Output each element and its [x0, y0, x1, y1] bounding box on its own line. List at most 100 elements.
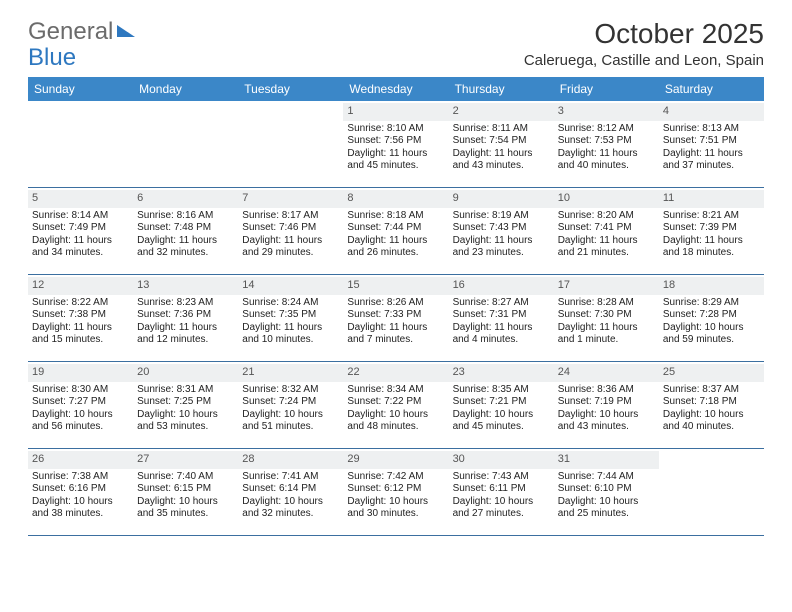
sunset-text: Sunset: 6:14 PM	[242, 483, 339, 496]
logo-triangle-icon	[117, 25, 135, 37]
day-number: 24	[554, 364, 659, 382]
daylight-text: Daylight: 11 hours and 10 minutes.	[242, 322, 339, 347]
day-number: 31	[554, 451, 659, 469]
day-number	[238, 103, 343, 107]
daylight-text: Daylight: 11 hours and 26 minutes.	[347, 235, 444, 260]
sunrise-text: Sunrise: 8:27 AM	[453, 297, 550, 310]
day-number: 9	[449, 190, 554, 208]
day-cell: 18Sunrise: 8:29 AMSunset: 7:28 PMDayligh…	[659, 275, 764, 361]
daylight-text: Daylight: 11 hours and 37 minutes.	[663, 148, 760, 173]
day-number: 20	[133, 364, 238, 382]
sunrise-text: Sunrise: 8:36 AM	[558, 384, 655, 397]
sunrise-text: Sunrise: 8:10 AM	[347, 123, 444, 136]
day-cell	[28, 101, 133, 187]
day-number: 21	[238, 364, 343, 382]
daylight-text: Daylight: 10 hours and 53 minutes.	[137, 409, 234, 434]
day-number: 30	[449, 451, 554, 469]
sunset-text: Sunset: 6:11 PM	[453, 483, 550, 496]
sunrise-text: Sunrise: 8:34 AM	[347, 384, 444, 397]
day-number: 7	[238, 190, 343, 208]
day-cell: 19Sunrise: 8:30 AMSunset: 7:27 PMDayligh…	[28, 362, 133, 448]
day-cell	[238, 101, 343, 187]
daylight-text: Daylight: 11 hours and 32 minutes.	[137, 235, 234, 260]
day-number: 28	[238, 451, 343, 469]
sunrise-text: Sunrise: 7:40 AM	[137, 471, 234, 484]
sunset-text: Sunset: 7:31 PM	[453, 309, 550, 322]
day-cell: 29Sunrise: 7:42 AMSunset: 6:12 PMDayligh…	[343, 449, 448, 535]
sunset-text: Sunset: 7:36 PM	[137, 309, 234, 322]
sunset-text: Sunset: 6:15 PM	[137, 483, 234, 496]
sunrise-text: Sunrise: 8:28 AM	[558, 297, 655, 310]
sunrise-text: Sunrise: 8:20 AM	[558, 210, 655, 223]
sunset-text: Sunset: 7:25 PM	[137, 396, 234, 409]
day-number: 22	[343, 364, 448, 382]
day-number	[133, 103, 238, 107]
week-row: 12Sunrise: 8:22 AMSunset: 7:38 PMDayligh…	[28, 275, 764, 362]
day-number: 4	[659, 103, 764, 121]
daylight-text: Daylight: 11 hours and 4 minutes.	[453, 322, 550, 347]
daylight-text: Daylight: 11 hours and 23 minutes.	[453, 235, 550, 260]
location: Caleruega, Castille and Leon, Spain	[524, 52, 764, 69]
day-cell: 21Sunrise: 8:32 AMSunset: 7:24 PMDayligh…	[238, 362, 343, 448]
day-cell	[659, 449, 764, 535]
daylight-text: Daylight: 11 hours and 40 minutes.	[558, 148, 655, 173]
daylight-text: Daylight: 10 hours and 38 minutes.	[32, 496, 129, 521]
sunrise-text: Sunrise: 8:29 AM	[663, 297, 760, 310]
day-cell: 12Sunrise: 8:22 AMSunset: 7:38 PMDayligh…	[28, 275, 133, 361]
day-cell: 10Sunrise: 8:20 AMSunset: 7:41 PMDayligh…	[554, 188, 659, 274]
day-cell: 4 Sunrise: 8:13 AMSunset: 7:51 PMDaylight…	[659, 101, 764, 187]
daylight-text: Daylight: 11 hours and 21 minutes.	[558, 235, 655, 260]
day-cell: 24Sunrise: 8:36 AMSunset: 7:19 PMDayligh…	[554, 362, 659, 448]
day-number: 23	[449, 364, 554, 382]
day-cell: 31Sunrise: 7:44 AMSunset: 6:10 PMDayligh…	[554, 449, 659, 535]
sunrise-text: Sunrise: 8:19 AM	[453, 210, 550, 223]
dow-monday: Monday	[133, 77, 238, 101]
daylight-text: Daylight: 11 hours and 1 minute.	[558, 322, 655, 347]
daylight-text: Daylight: 11 hours and 15 minutes.	[32, 322, 129, 347]
daylight-text: Daylight: 11 hours and 29 minutes.	[242, 235, 339, 260]
sunset-text: Sunset: 7:53 PM	[558, 135, 655, 148]
daylight-text: Daylight: 11 hours and 45 minutes.	[347, 148, 444, 173]
day-number: 8	[343, 190, 448, 208]
day-cell: 23Sunrise: 8:35 AMSunset: 7:21 PMDayligh…	[449, 362, 554, 448]
dow-saturday: Saturday	[659, 77, 764, 101]
sunset-text: Sunset: 7:54 PM	[453, 135, 550, 148]
day-cell: 7Sunrise: 8:17 AMSunset: 7:46 PMDaylight…	[238, 188, 343, 274]
day-number: 29	[343, 451, 448, 469]
logo-text-gray: General	[28, 18, 113, 46]
day-number: 12	[28, 277, 133, 295]
sunset-text: Sunset: 7:39 PM	[663, 222, 760, 235]
week-row: 5Sunrise: 8:14 AMSunset: 7:49 PMDaylight…	[28, 188, 764, 275]
sunrise-text: Sunrise: 7:44 AM	[558, 471, 655, 484]
sunrise-text: Sunrise: 8:12 AM	[558, 123, 655, 136]
day-number: 17	[554, 277, 659, 295]
logo-blue-row: Blue	[28, 44, 76, 72]
day-number: 6	[133, 190, 238, 208]
day-number: 14	[238, 277, 343, 295]
day-cell: 25Sunrise: 8:37 AMSunset: 7:18 PMDayligh…	[659, 362, 764, 448]
sunset-text: Sunset: 7:49 PM	[32, 222, 129, 235]
sunrise-text: Sunrise: 8:13 AM	[663, 123, 760, 136]
day-cell: 8Sunrise: 8:18 AMSunset: 7:44 PMDaylight…	[343, 188, 448, 274]
day-number: 11	[659, 190, 764, 208]
day-cell: 3 Sunrise: 8:12 AMSunset: 7:53 PMDaylight…	[554, 101, 659, 187]
day-number: 2	[449, 103, 554, 121]
day-cell: 5Sunrise: 8:14 AMSunset: 7:49 PMDaylight…	[28, 188, 133, 274]
sunset-text: Sunset: 7:51 PM	[663, 135, 760, 148]
dow-thursday: Thursday	[449, 77, 554, 101]
day-number: 3	[554, 103, 659, 121]
daylight-text: Daylight: 10 hours and 25 minutes.	[558, 496, 655, 521]
daylight-text: Daylight: 11 hours and 7 minutes.	[347, 322, 444, 347]
daylight-text: Daylight: 10 hours and 51 minutes.	[242, 409, 339, 434]
daylight-text: Daylight: 10 hours and 40 minutes.	[663, 409, 760, 434]
daylight-text: Daylight: 10 hours and 56 minutes.	[32, 409, 129, 434]
day-cell: 9Sunrise: 8:19 AMSunset: 7:43 PMDaylight…	[449, 188, 554, 274]
daylight-text: Daylight: 10 hours and 32 minutes.	[242, 496, 339, 521]
sunset-text: Sunset: 7:46 PM	[242, 222, 339, 235]
day-cell: 2Sunrise: 8:11 AMSunset: 7:54 PMDaylight…	[449, 101, 554, 187]
sunset-text: Sunset: 7:22 PM	[347, 396, 444, 409]
daylight-text: Daylight: 10 hours and 27 minutes.	[453, 496, 550, 521]
sunset-text: Sunset: 7:44 PM	[347, 222, 444, 235]
month-title: October 2025	[524, 18, 764, 50]
day-cell: 15Sunrise: 8:26 AMSunset: 7:33 PMDayligh…	[343, 275, 448, 361]
